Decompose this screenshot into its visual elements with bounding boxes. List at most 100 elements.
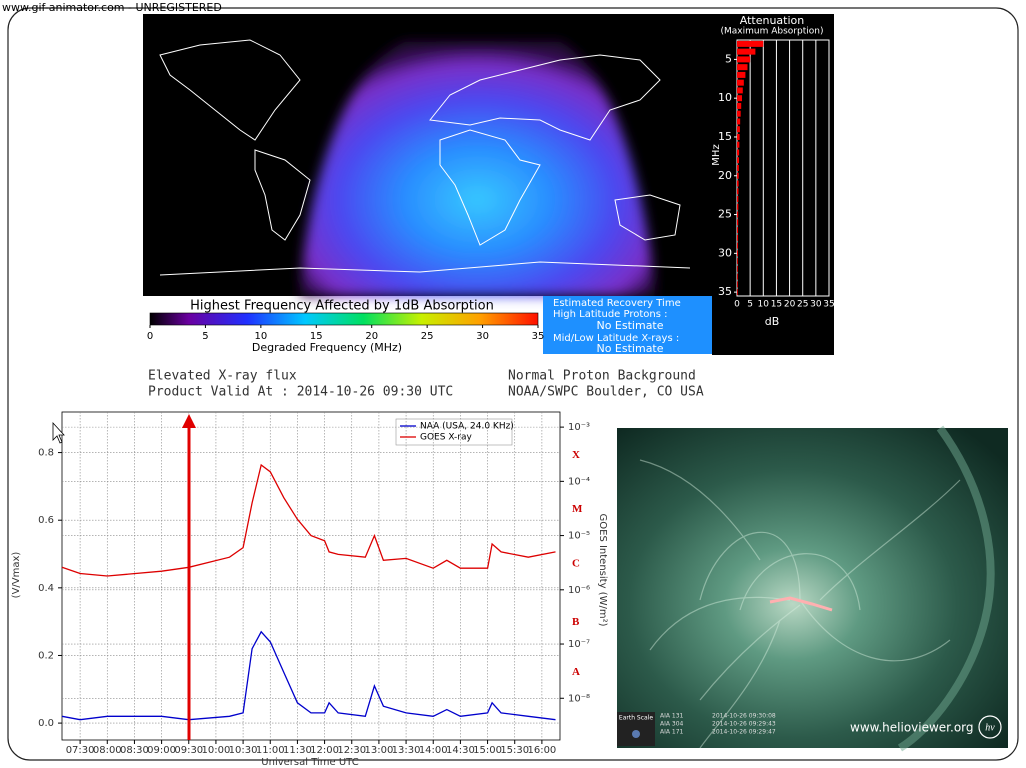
layer-label: AIA 304 bbox=[660, 721, 684, 728]
colorbar-gradient bbox=[149, 312, 539, 326]
mouse-cursor bbox=[52, 421, 65, 444]
attenuation-bar bbox=[737, 281, 738, 288]
attenuation-bar bbox=[737, 172, 739, 179]
x-tick-label: 10:30 bbox=[229, 745, 258, 756]
colorbar-tick-label: 10 bbox=[254, 331, 267, 342]
x-tick-label: 15:30 bbox=[500, 745, 529, 756]
coast-south-america bbox=[254, 149, 311, 241]
colorbar-label: Degraded Frequency (MHz) bbox=[252, 341, 402, 354]
x-tick-label: 13:00 bbox=[364, 745, 393, 756]
x-tick-label: 15 bbox=[771, 300, 782, 310]
attenuation-bar bbox=[737, 48, 756, 55]
y-tick-label: 35 bbox=[718, 285, 732, 298]
site-label: www.helioviewer.org bbox=[850, 721, 974, 735]
coast-africa bbox=[439, 129, 541, 246]
drap-map bbox=[143, 14, 712, 296]
layer-time: 2014-10-26 09:29:47 bbox=[712, 729, 776, 736]
x-tick-label: 12:30 bbox=[337, 745, 366, 756]
attenuation-bar bbox=[737, 110, 741, 117]
colorbar-tick-label: 5 bbox=[202, 331, 208, 342]
y2-tick-label: 10⁻⁸ bbox=[568, 693, 590, 704]
y2-tick-label: 10⁻⁵ bbox=[568, 531, 590, 542]
colorbar-tick-label: 25 bbox=[421, 331, 434, 342]
attenuation-bar bbox=[737, 289, 738, 296]
legend-label: NAA (USA, 24.0 KHz) bbox=[420, 422, 514, 432]
plot-area bbox=[61, 411, 561, 741]
y-tick-label: 0.6 bbox=[38, 515, 54, 526]
attenuation-bar bbox=[737, 40, 764, 47]
attenuation-background bbox=[712, 14, 834, 355]
y-tick-label: 0.4 bbox=[38, 583, 54, 594]
x-tick-label: 10 bbox=[758, 300, 770, 310]
x-tick-label: 11:00 bbox=[256, 745, 285, 756]
coastlines bbox=[159, 39, 691, 276]
y-tick-label: 25 bbox=[718, 208, 732, 221]
y2-axis-title: GOES Intensity (W/m²) bbox=[597, 514, 608, 627]
attenuation-bar bbox=[737, 149, 740, 156]
x-tick-label: 20 bbox=[784, 300, 796, 310]
legend-label: GOES X-ray bbox=[420, 433, 472, 443]
y2-tick-label: 10⁻⁴ bbox=[568, 476, 590, 487]
x-tick-label: 14:00 bbox=[419, 745, 448, 756]
attenuation-subtitle: (Maximum Absorption) bbox=[721, 27, 824, 37]
x-tick-label: 35 bbox=[823, 300, 834, 310]
colorbar-tick-label: 0 bbox=[147, 331, 153, 342]
attenuation-bar bbox=[737, 250, 738, 257]
flare-class-label: M bbox=[572, 503, 583, 515]
layer-label: AIA 171 bbox=[660, 729, 684, 736]
x-tick-label: 08:30 bbox=[120, 745, 149, 756]
sun-image bbox=[617, 428, 1008, 748]
y-tick-label: 30 bbox=[718, 246, 732, 259]
y2-tick-label: 10⁻⁶ bbox=[568, 585, 590, 596]
attenuation-bar bbox=[737, 227, 739, 234]
x-tick-label: 13:30 bbox=[392, 745, 421, 756]
watermark: www.gif-animator.com - UNREGISTERED bbox=[2, 1, 222, 14]
solar-limb bbox=[897, 425, 995, 752]
attenuation-bar bbox=[737, 126, 740, 133]
attenuation-bar bbox=[737, 56, 751, 63]
x-tick-label: 08:00 bbox=[93, 745, 122, 756]
series-line bbox=[61, 630, 556, 721]
attenuation-bar bbox=[737, 102, 742, 109]
vlf-chart: Universal Time UTC (V/Vmax) GOES Intensi… bbox=[11, 411, 608, 768]
attenuation-bar bbox=[737, 79, 744, 86]
attenuation-bar bbox=[737, 157, 739, 164]
y-axis-title: (V/Vmax) bbox=[11, 552, 22, 599]
recovery-label: Mid/Low Latitude X-rays : bbox=[553, 333, 679, 344]
recovery-background bbox=[543, 296, 712, 354]
recovery-label: High Latitude Protons : bbox=[553, 309, 668, 320]
attenuation-bar bbox=[737, 273, 738, 280]
flare-class-label: X bbox=[572, 449, 580, 461]
coast-north-america bbox=[159, 39, 301, 141]
recovery-value: No Estimate bbox=[596, 342, 663, 355]
earth-scale-box bbox=[617, 712, 655, 746]
attenuation-bar bbox=[737, 188, 739, 195]
attenuation-x-label: dB bbox=[765, 315, 780, 328]
flare-class-label: C bbox=[572, 557, 580, 569]
absorption-region bbox=[300, 42, 655, 296]
attenuation-title: Attenuation bbox=[740, 14, 805, 27]
x-tick-label: 10:00 bbox=[202, 745, 231, 756]
y-tick-label: 0.8 bbox=[38, 448, 54, 459]
x-tick-label: 09:00 bbox=[147, 745, 176, 756]
x-tick-label: 09:30 bbox=[174, 745, 203, 756]
flare-class-label: B bbox=[572, 616, 580, 628]
x-tick-label: 12:00 bbox=[310, 745, 339, 756]
y-tick-label: 0.0 bbox=[38, 718, 54, 729]
status-text: NOAA/SWPC Boulder, CO USA bbox=[508, 385, 704, 400]
attenuation-bar bbox=[737, 211, 739, 218]
status: Elevated X-ray flux Product Valid At : 2… bbox=[148, 369, 704, 400]
attenuation-bar bbox=[737, 234, 739, 241]
recovery-title: Estimated Recovery Time bbox=[553, 298, 681, 309]
x-tick-label: 14:30 bbox=[446, 745, 475, 756]
attenuation-bar bbox=[737, 242, 738, 249]
legend bbox=[395, 418, 513, 446]
flare-class-label: A bbox=[572, 666, 580, 678]
colorbar-tick-label: 35 bbox=[532, 331, 545, 342]
valid-time-arrowhead bbox=[182, 414, 196, 428]
x-tick-label: 30 bbox=[810, 300, 822, 310]
coast-australia bbox=[614, 194, 681, 241]
x-tick-label: 5 bbox=[747, 300, 753, 310]
attenuation-bar bbox=[737, 258, 738, 265]
